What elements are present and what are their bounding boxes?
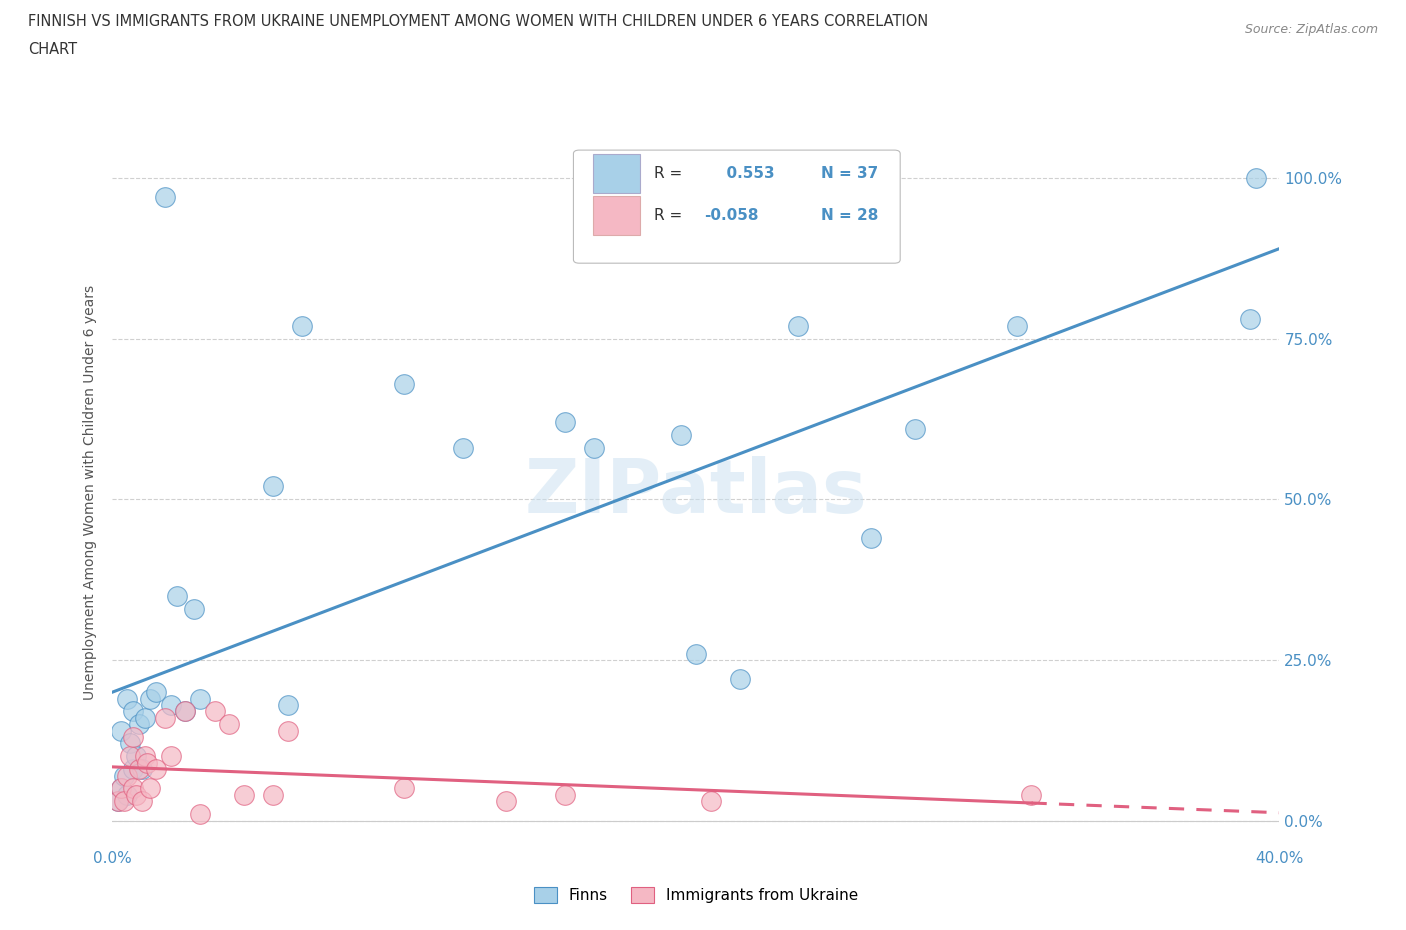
Point xyxy=(125,788,148,803)
FancyBboxPatch shape xyxy=(593,196,640,235)
Point xyxy=(139,781,162,796)
Point xyxy=(495,794,517,809)
Point xyxy=(728,671,751,686)
Point xyxy=(218,717,240,732)
Point xyxy=(262,788,284,803)
Text: Source: ZipAtlas.com: Source: ZipAtlas.com xyxy=(1244,23,1378,36)
Y-axis label: Unemployment Among Women with Children Under 6 years: Unemployment Among Women with Children U… xyxy=(83,286,97,700)
Point xyxy=(262,479,284,494)
Text: ZIPatlas: ZIPatlas xyxy=(524,457,868,529)
Point xyxy=(145,762,167,777)
Point xyxy=(451,441,474,456)
FancyBboxPatch shape xyxy=(593,153,640,193)
Point xyxy=(787,318,810,333)
Point xyxy=(107,794,129,809)
Point xyxy=(118,749,141,764)
Text: R =: R = xyxy=(654,208,682,223)
Point xyxy=(145,684,167,699)
FancyBboxPatch shape xyxy=(574,150,900,263)
Point xyxy=(554,788,576,803)
Point xyxy=(110,724,132,738)
Point xyxy=(276,724,298,738)
Point xyxy=(291,318,314,333)
Point xyxy=(122,730,145,745)
Point xyxy=(153,711,176,725)
Point xyxy=(115,691,138,706)
Point xyxy=(188,806,211,821)
Point xyxy=(859,530,883,545)
Point xyxy=(1244,170,1267,185)
Point xyxy=(1005,318,1028,333)
Point xyxy=(1239,312,1261,326)
Point xyxy=(685,646,707,661)
Point xyxy=(204,704,226,719)
Point xyxy=(125,749,148,764)
Point xyxy=(554,415,576,430)
Point xyxy=(107,794,129,809)
Point xyxy=(110,781,132,796)
Point xyxy=(136,755,159,770)
Point xyxy=(110,781,132,796)
Point xyxy=(122,704,145,719)
Point xyxy=(112,794,135,809)
Point xyxy=(122,762,145,777)
Point xyxy=(160,749,183,764)
Point xyxy=(699,794,721,809)
Text: N = 37: N = 37 xyxy=(821,166,879,180)
Point xyxy=(139,691,162,706)
Point xyxy=(160,698,183,712)
Point xyxy=(232,788,254,803)
Point xyxy=(153,190,176,205)
Point xyxy=(134,749,156,764)
Point xyxy=(131,762,153,777)
Point xyxy=(118,736,141,751)
Text: FINNISH VS IMMIGRANTS FROM UKRAINE UNEMPLOYMENT AMONG WOMEN WITH CHILDREN UNDER : FINNISH VS IMMIGRANTS FROM UKRAINE UNEMP… xyxy=(28,14,928,29)
Text: R =: R = xyxy=(654,166,682,180)
Point xyxy=(174,704,197,719)
Text: -0.058: -0.058 xyxy=(704,208,759,223)
Legend: Finns, Immigrants from Ukraine: Finns, Immigrants from Ukraine xyxy=(527,881,865,910)
Point xyxy=(183,601,205,616)
Point xyxy=(174,704,197,719)
Text: 0.553: 0.553 xyxy=(716,166,775,180)
Text: N = 28: N = 28 xyxy=(821,208,879,223)
Point xyxy=(128,762,150,777)
Point xyxy=(115,788,138,803)
Text: CHART: CHART xyxy=(28,42,77,57)
Point xyxy=(122,781,145,796)
Point xyxy=(166,589,188,604)
Point xyxy=(392,781,416,796)
Point xyxy=(276,698,298,712)
Point xyxy=(392,377,416,392)
Point xyxy=(112,768,135,783)
Point xyxy=(904,421,927,436)
Point xyxy=(131,794,153,809)
Point xyxy=(134,711,156,725)
Point xyxy=(115,768,138,783)
Point xyxy=(582,441,605,456)
Point xyxy=(671,428,693,443)
Point xyxy=(128,717,150,732)
Point xyxy=(1021,788,1043,803)
Point xyxy=(188,691,211,706)
